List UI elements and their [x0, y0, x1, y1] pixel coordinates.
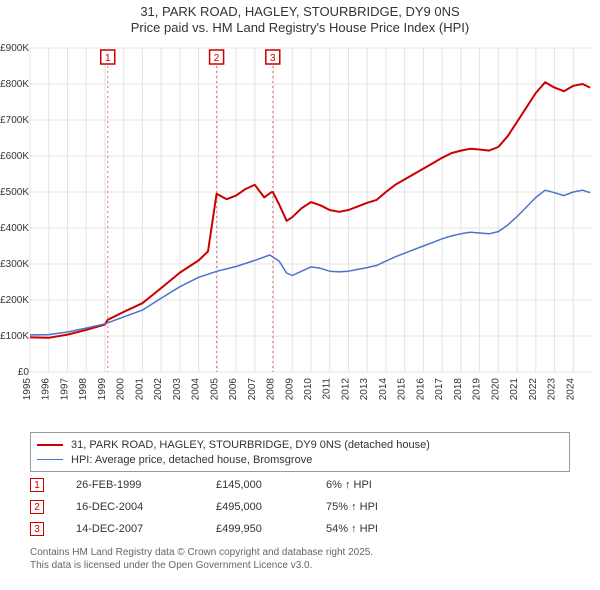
svg-text:£500K: £500K: [0, 187, 29, 198]
sale-pct-1: 6% ↑ HPI: [326, 479, 416, 491]
svg-text:2018: 2018: [453, 378, 464, 401]
sale-marker-3: 3: [30, 522, 44, 536]
legend-swatch-1: [37, 444, 63, 446]
legend-row-series-2: HPI: Average price, detached house, Brom…: [37, 452, 563, 467]
legend-row-series-1: 31, PARK ROAD, HAGLEY, STOURBRIDGE, DY9 …: [37, 437, 563, 452]
sale-date-1: 26-FEB-1999: [76, 479, 216, 491]
svg-text:2020: 2020: [490, 378, 501, 401]
svg-text:2024: 2024: [565, 378, 576, 401]
sale-row-3: 3 14-DEC-2007 £499,950 54% ↑ HPI: [30, 518, 570, 540]
svg-text:1999: 1999: [97, 378, 108, 401]
svg-text:2011: 2011: [322, 378, 333, 400]
svg-text:2007: 2007: [247, 378, 258, 401]
sale-price-1: £145,000: [216, 479, 326, 491]
sale-pct-3: 54% ↑ HPI: [326, 523, 416, 535]
footer-attribution: Contains HM Land Registry data © Crown c…: [30, 546, 373, 572]
sale-price-3: £499,950: [216, 523, 326, 535]
sales-table: 1 26-FEB-1999 £145,000 6% ↑ HPI 2 16-DEC…: [30, 474, 570, 540]
sale-pct-2: 75% ↑ HPI: [326, 501, 416, 513]
svg-text:1997: 1997: [59, 378, 70, 401]
svg-text:2008: 2008: [266, 378, 277, 401]
title-line-1: 31, PARK ROAD, HAGLEY, STOURBRIDGE, DY9 …: [0, 4, 600, 20]
svg-text:3: 3: [270, 53, 276, 64]
svg-text:2005: 2005: [209, 378, 220, 401]
sale-date-3: 14-DEC-2007: [76, 523, 216, 535]
svg-text:2009: 2009: [284, 378, 295, 401]
sale-date-2: 16-DEC-2004: [76, 501, 216, 513]
svg-text:£300K: £300K: [0, 259, 29, 270]
legend-label-1: 31, PARK ROAD, HAGLEY, STOURBRIDGE, DY9 …: [71, 439, 430, 451]
chart-area: £0 £100K £200K £300K £400K £500K £600K £700K £80…: [0, 40, 600, 425]
svg-text:2: 2: [214, 53, 220, 64]
legend-box: 31, PARK ROAD, HAGLEY, STOURBRIDGE, DY9 …: [30, 432, 570, 472]
svg-text:2001: 2001: [134, 378, 145, 401]
svg-text:2014: 2014: [378, 378, 389, 401]
svg-text:£800K: £800K: [0, 79, 29, 90]
svg-text:£900K: £900K: [0, 43, 29, 54]
chart-title: 31, PARK ROAD, HAGLEY, STOURBRIDGE, DY9 …: [0, 0, 600, 37]
svg-text:2012: 2012: [340, 378, 351, 401]
sale-row-2: 2 16-DEC-2004 £495,000 75% ↑ HPI: [30, 496, 570, 518]
sale-price-2: £495,000: [216, 501, 326, 513]
title-line-2: Price paid vs. HM Land Registry's House …: [0, 20, 600, 36]
svg-text:2013: 2013: [359, 378, 370, 401]
svg-text:2004: 2004: [191, 378, 202, 401]
sale-marker-1: 1: [30, 478, 44, 492]
svg-text:2010: 2010: [303, 378, 314, 401]
svg-text:2000: 2000: [116, 378, 127, 401]
svg-text:2016: 2016: [415, 378, 426, 401]
svg-text:2022: 2022: [528, 378, 539, 401]
svg-text:1995: 1995: [22, 378, 33, 401]
sale-row-1: 1 26-FEB-1999 £145,000 6% ↑ HPI: [30, 474, 570, 496]
svg-text:2023: 2023: [547, 378, 558, 401]
footer-line-1: Contains HM Land Registry data © Crown c…: [30, 546, 373, 559]
svg-text:2002: 2002: [153, 378, 164, 401]
svg-text:2003: 2003: [172, 378, 183, 401]
svg-text:2015: 2015: [397, 378, 408, 401]
legend-swatch-2: [37, 459, 63, 460]
svg-text:1: 1: [105, 53, 111, 64]
svg-text:2006: 2006: [228, 378, 239, 401]
chart-svg: £0 £100K £200K £300K £400K £500K £600K £700K £80…: [0, 40, 600, 425]
svg-text:£600K: £600K: [0, 151, 29, 162]
footer-line-2: This data is licensed under the Open Gov…: [30, 559, 373, 572]
legend-label-2: HPI: Average price, detached house, Brom…: [71, 454, 312, 466]
page-root: 31, PARK ROAD, HAGLEY, STOURBRIDGE, DY9 …: [0, 0, 600, 590]
svg-text:£0: £0: [18, 367, 30, 378]
svg-text:£400K: £400K: [0, 223, 29, 234]
svg-text:£200K: £200K: [0, 295, 29, 306]
svg-text:2017: 2017: [434, 378, 445, 401]
svg-text:1996: 1996: [41, 378, 52, 401]
svg-text:£700K: £700K: [0, 115, 29, 126]
sale-marker-2: 2: [30, 500, 44, 514]
svg-text:£100K: £100K: [0, 331, 29, 342]
svg-text:2019: 2019: [472, 378, 483, 401]
svg-text:2021: 2021: [509, 378, 520, 401]
svg-text:1998: 1998: [78, 378, 89, 401]
